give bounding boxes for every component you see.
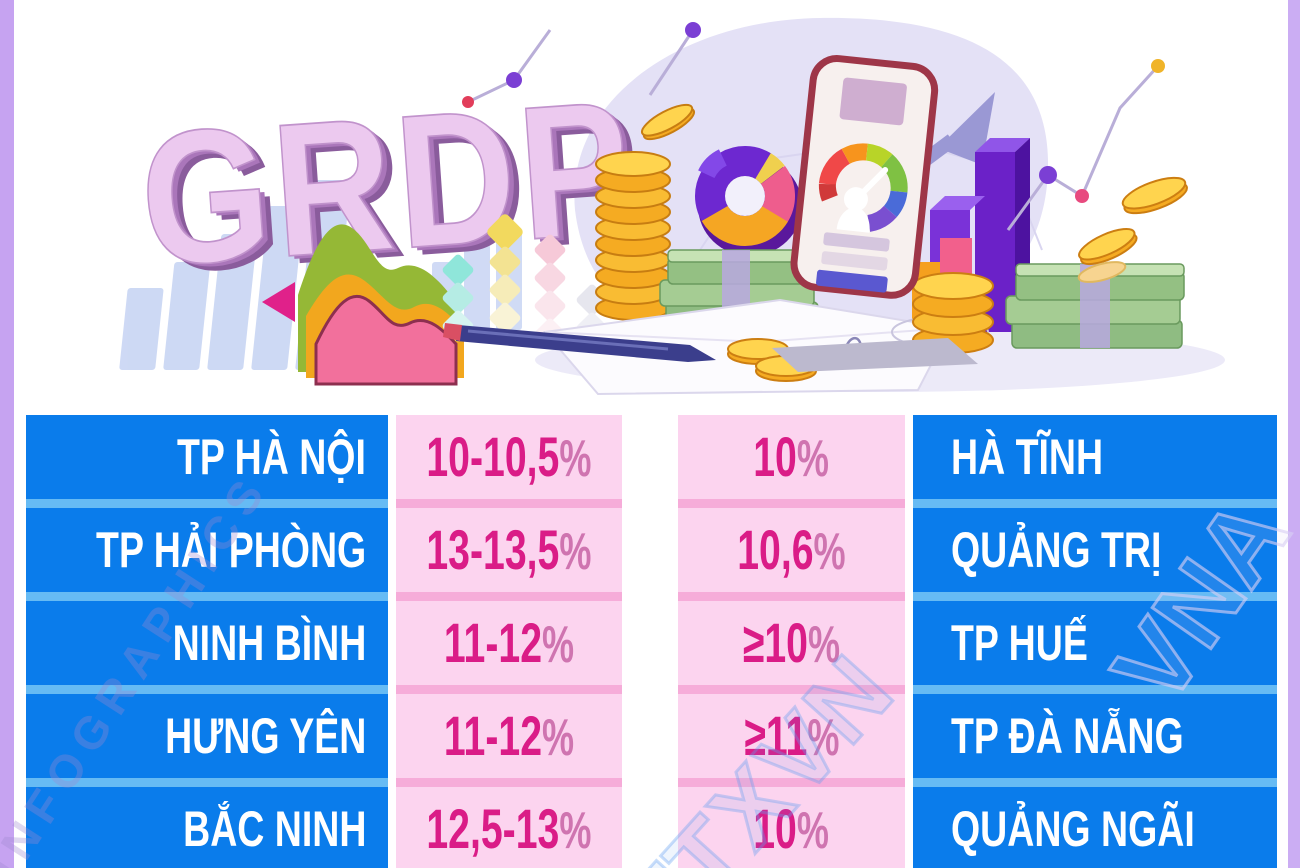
percent-sign: % bbox=[542, 708, 575, 766]
value-column-left: 10-10,5% 13-13,5% 11-12% 11-12% 12,5-13% bbox=[396, 415, 622, 868]
area-chart-decoration bbox=[262, 224, 464, 386]
province-name-label: HÀ TĨNH bbox=[951, 429, 1104, 485]
province-column-left: TP HÀ NỘI TP HẢI PHÒNG NINH BÌNH HƯNG YÊ… bbox=[26, 415, 388, 868]
province-name-label: TP HẢI PHÒNG bbox=[95, 522, 366, 578]
province-column-right: HÀ TĨNH QUẢNG TRỊ TP HUẾ TP ĐÀ NẴNG QUẢN… bbox=[913, 415, 1277, 868]
phone-header-block bbox=[839, 77, 907, 126]
province-name-cell: TP HÀ NỘI bbox=[26, 415, 388, 499]
grdp-target-cell: 10,6% bbox=[678, 508, 905, 592]
grdp-target-cell: ≥10% bbox=[678, 601, 905, 685]
scatter-dot-purple bbox=[1039, 166, 1057, 184]
grdp-target-cell: 11-12% bbox=[396, 694, 622, 778]
grdp-target-cell: 10-10,5% bbox=[396, 415, 622, 499]
province-name-cell: TP ĐÀ NẴNG bbox=[913, 694, 1277, 778]
province-name-cell: BẮC NINH bbox=[26, 787, 388, 868]
grdp-title-face: GRDP bbox=[134, 60, 640, 306]
header-illustration-svg: GRDP GRDP GRDP bbox=[119, 17, 1225, 396]
grdp-title-shadow1: GRDP bbox=[139, 63, 645, 309]
phone-stand-slab bbox=[772, 338, 978, 372]
province-name-label: BẮC NINH bbox=[182, 801, 366, 857]
grdp-target-value: 10% bbox=[753, 797, 830, 860]
grdp-target-value: 10,6% bbox=[737, 518, 846, 581]
grdp-target-cell: 10% bbox=[678, 787, 905, 868]
percent-sign: % bbox=[559, 801, 592, 859]
grdp-target-value: 11-12% bbox=[443, 611, 575, 674]
value-column-right: 10% 10,6% ≥10% ≥11% 10% bbox=[678, 415, 905, 868]
percent-sign: % bbox=[559, 429, 592, 487]
grdp-target-value: ≥11% bbox=[743, 704, 840, 767]
percent-sign: % bbox=[797, 801, 830, 859]
floating-coins bbox=[1078, 176, 1188, 266]
percent-sign: % bbox=[806, 708, 840, 766]
gauge-needle bbox=[855, 167, 889, 201]
scatter-dot-orange bbox=[1151, 59, 1165, 73]
magenta-arrow bbox=[262, 282, 295, 322]
grdp-target-cell: 13-13,5% bbox=[396, 508, 622, 592]
province-name-cell: QUẢNG NGÃI bbox=[913, 787, 1277, 868]
percent-sign: % bbox=[797, 429, 830, 487]
coin-stack-large bbox=[595, 151, 671, 321]
grdp-target-value: 10% bbox=[753, 425, 830, 488]
pen bbox=[443, 323, 716, 362]
percent-sign: % bbox=[559, 522, 592, 580]
donut-chart-decoration bbox=[694, 145, 802, 256]
province-name-cell: TP HẢI PHÒNG bbox=[26, 508, 388, 592]
province-name-cell: NINH BÌNH bbox=[26, 601, 388, 685]
left-border-strip bbox=[0, 0, 14, 868]
percent-sign: % bbox=[542, 615, 575, 673]
province-name-label: QUẢNG TRỊ bbox=[951, 522, 1162, 578]
province-name-label: HƯNG YÊN bbox=[164, 708, 366, 764]
grdp-target-value: ≥10% bbox=[742, 611, 841, 674]
percent-sign: % bbox=[813, 522, 846, 580]
grdp-target-cell: 11-12% bbox=[396, 601, 622, 685]
grdp-target-value: 12,5-13% bbox=[426, 797, 592, 860]
grdp-target-cell: 12,5-13% bbox=[396, 787, 622, 868]
grdp-target-value: 10-10,5% bbox=[426, 425, 592, 488]
scatter-dot-pink bbox=[1075, 189, 1089, 203]
percent-sign: % bbox=[808, 615, 841, 673]
province-name-cell: TP HUẾ bbox=[913, 601, 1277, 685]
gauge-chart bbox=[818, 143, 908, 232]
header-illustration: GRDP GRDP GRDP bbox=[0, 0, 1300, 412]
province-name-label: TP ĐÀ NẴNG bbox=[951, 708, 1184, 764]
right-border-strip bbox=[1288, 0, 1300, 868]
province-name-label: QUẢNG NGÃI bbox=[951, 801, 1195, 857]
grdp-target-value: 11-12% bbox=[443, 704, 575, 767]
grdp-3d-title: GRDP GRDP GRDP bbox=[133, 59, 651, 313]
tilted-coin bbox=[640, 103, 696, 141]
province-name-label: TP HÀ NỘI bbox=[177, 429, 366, 485]
province-name-cell: QUẢNG TRỊ bbox=[913, 508, 1277, 592]
phone bbox=[790, 55, 939, 299]
province-name-label: NINH BÌNH bbox=[172, 615, 366, 671]
grdp-target-cell: 10% bbox=[678, 415, 905, 499]
grdp-target-cell: ≥11% bbox=[678, 694, 905, 778]
province-name-label: TP HUẾ bbox=[951, 615, 1088, 671]
pale-coin bbox=[1077, 261, 1127, 283]
province-name-cell: HÀ TĨNH bbox=[913, 415, 1277, 499]
grdp-target-value: 13-13,5% bbox=[426, 518, 592, 581]
province-name-cell: HƯNG YÊN bbox=[26, 694, 388, 778]
